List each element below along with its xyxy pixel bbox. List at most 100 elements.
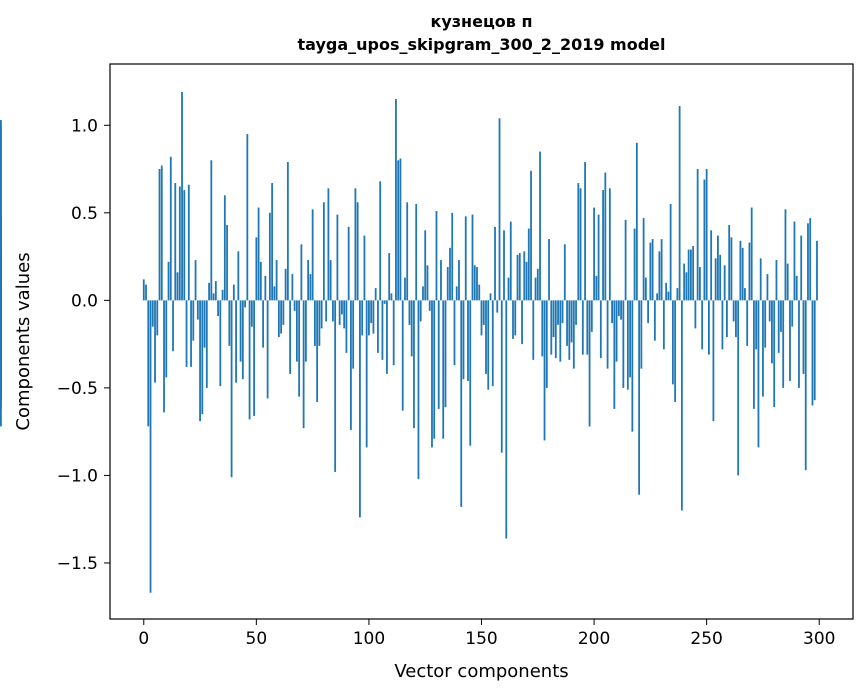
bar	[624, 219, 627, 301]
bar	[232, 284, 235, 301]
y-tick-label: 1.0	[71, 116, 98, 136]
bar	[811, 300, 814, 406]
bar	[386, 300, 388, 374]
bar	[154, 300, 156, 383]
bar	[593, 207, 595, 301]
bar	[523, 251, 526, 301]
bar	[685, 272, 688, 301]
bar	[293, 300, 296, 311]
bar	[708, 300, 710, 355]
y-tick-label: −1.5	[57, 554, 98, 574]
bar	[629, 300, 631, 378]
bar	[208, 282, 210, 301]
bar	[717, 235, 719, 301]
bar	[762, 300, 764, 397]
bar	[602, 190, 604, 301]
bar	[230, 300, 233, 478]
bar	[356, 202, 359, 301]
bar	[599, 300, 602, 359]
bar	[527, 228, 530, 301]
bar	[192, 300, 195, 341]
bar	[244, 300, 246, 308]
bar	[775, 260, 778, 301]
bar	[226, 225, 228, 301]
bar	[433, 300, 436, 439]
bar	[352, 300, 355, 369]
bar	[748, 242, 751, 301]
bar	[579, 188, 582, 301]
bar	[377, 300, 379, 353]
bar	[737, 300, 740, 476]
bar	[644, 277, 647, 301]
x-tick-label: 250	[690, 629, 722, 649]
bar	[487, 300, 490, 390]
bar	[530, 170, 532, 301]
bar	[581, 300, 584, 355]
bar	[347, 226, 350, 301]
bar	[482, 300, 485, 325]
bar	[741, 247, 744, 301]
bar	[807, 223, 809, 301]
bar	[444, 300, 447, 408]
bar	[766, 274, 769, 301]
bar	[735, 300, 737, 338]
y-tick-label: 0.0	[71, 291, 98, 311]
bar	[809, 218, 812, 301]
bar	[395, 99, 397, 301]
bar	[476, 267, 478, 301]
bar	[289, 300, 292, 374]
bar	[804, 300, 807, 471]
bar	[505, 300, 508, 539]
bar	[588, 300, 591, 427]
bar	[606, 300, 609, 369]
bar	[165, 300, 168, 378]
bar	[789, 300, 791, 381]
bar	[557, 300, 559, 325]
bar	[280, 300, 283, 334]
bar	[671, 300, 674, 385]
bar	[516, 254, 519, 301]
bar	[548, 239, 550, 301]
bar	[462, 300, 465, 380]
bar	[334, 300, 337, 472]
bar	[554, 300, 557, 359]
bar	[750, 207, 753, 301]
bar	[800, 235, 803, 301]
bar	[689, 249, 692, 301]
bar	[525, 261, 528, 301]
bar	[437, 300, 440, 409]
bar	[757, 300, 760, 448]
bar	[307, 260, 310, 301]
bar	[802, 300, 805, 374]
bar	[451, 212, 454, 301]
x-tick-label: 100	[353, 629, 385, 649]
bar	[221, 289, 224, 301]
bar	[363, 235, 366, 301]
bar	[271, 183, 274, 301]
bar	[196, 300, 199, 320]
bar	[613, 300, 616, 409]
bar	[428, 300, 431, 311]
bar	[145, 284, 147, 301]
bar	[500, 300, 503, 453]
bar	[156, 300, 159, 336]
bar	[327, 188, 330, 301]
bar	[649, 242, 652, 301]
bar	[680, 300, 683, 511]
bar	[485, 300, 487, 374]
bar	[311, 209, 314, 301]
bar	[694, 300, 697, 329]
bar	[359, 300, 361, 518]
bar	[372, 300, 375, 334]
bar	[642, 218, 645, 301]
bar	[458, 260, 460, 301]
bar	[635, 142, 638, 301]
bar	[532, 300, 535, 360]
bar	[449, 247, 451, 301]
bar	[467, 300, 469, 381]
bar	[190, 300, 192, 367]
y-tick-label: 0.5	[71, 204, 98, 224]
bar	[719, 254, 722, 301]
bar	[354, 188, 357, 301]
bar	[478, 284, 481, 301]
